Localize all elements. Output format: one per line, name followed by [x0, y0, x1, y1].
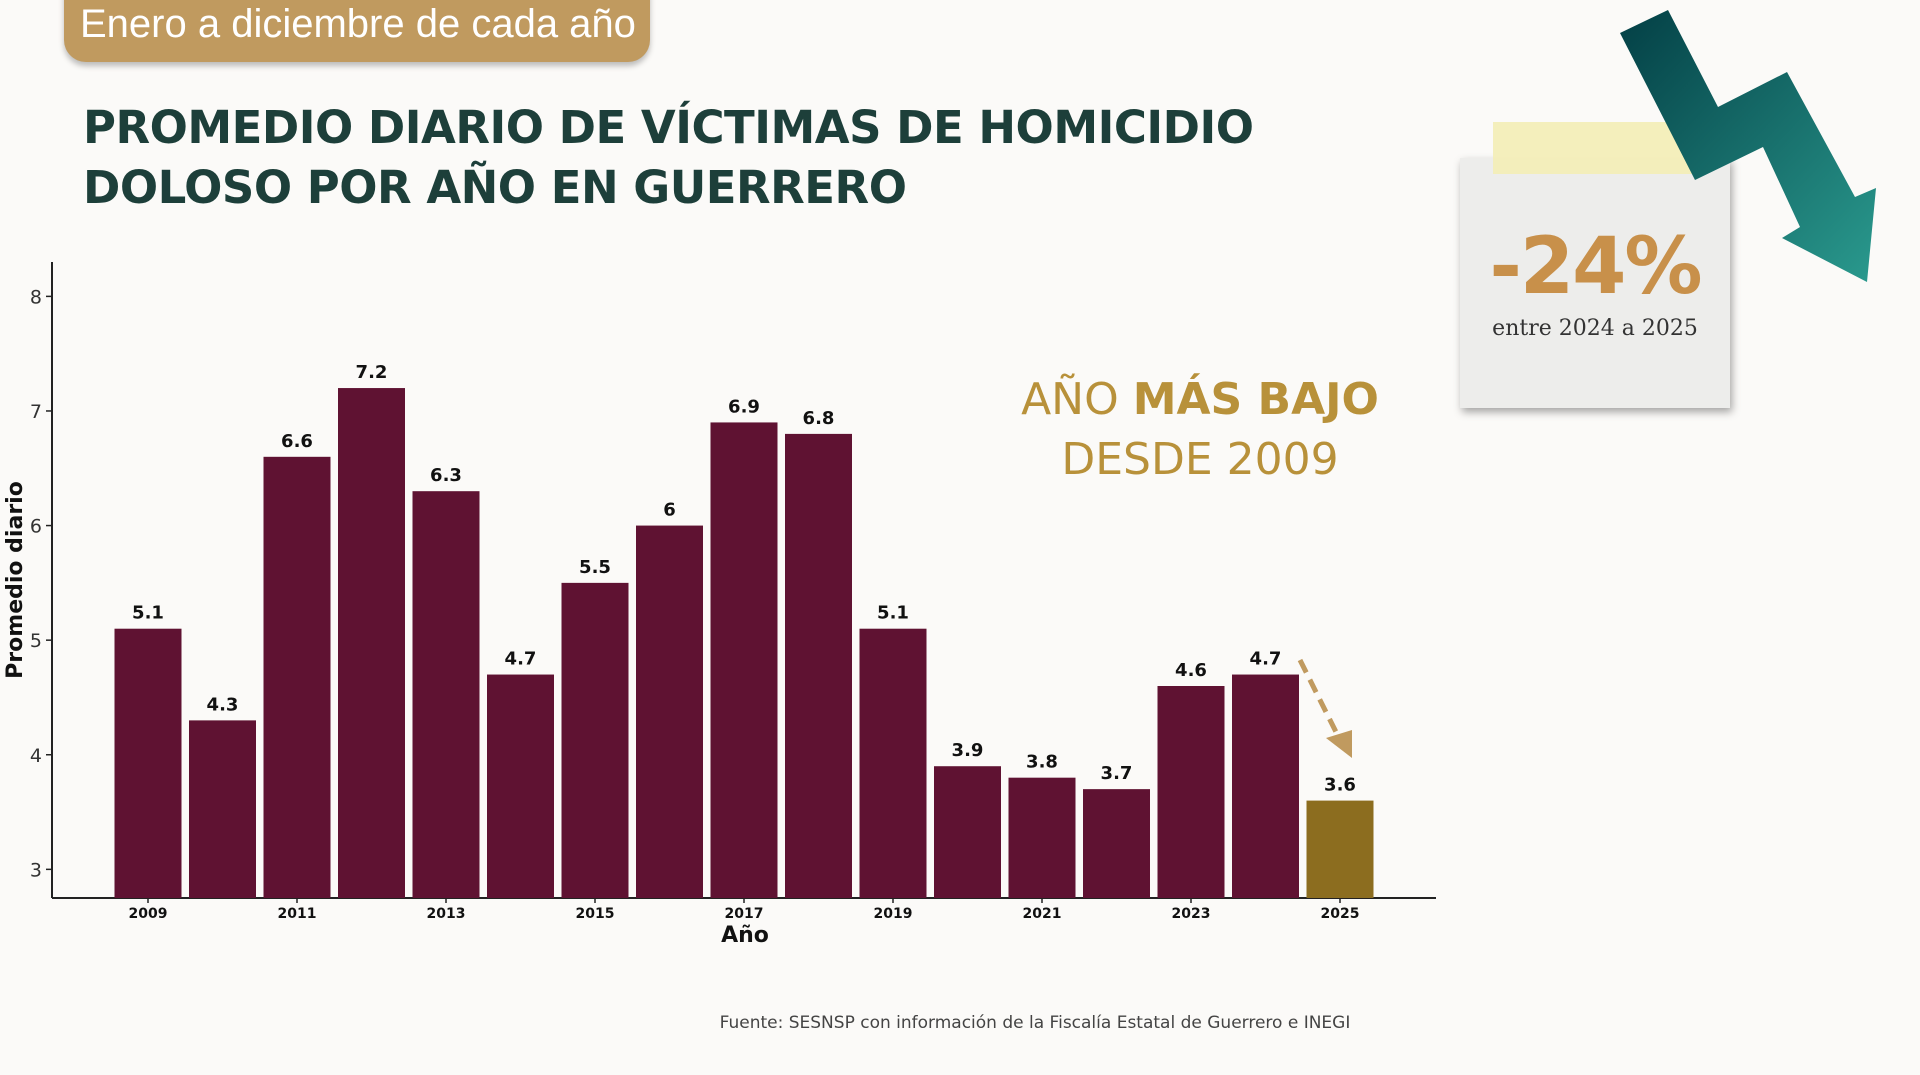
y-tick-label: 6: [30, 516, 42, 538]
bar-2021: [1008, 777, 1076, 898]
bar-2024: [1232, 674, 1299, 898]
page-title: PROMEDIO DIARIO DE VÍCTIMAS DE HOMICIDIO…: [83, 98, 1254, 218]
bar-2009: [114, 628, 182, 898]
callout-caption: entre 2024 a 2025: [1492, 316, 1698, 341]
x-tick-label: 2011: [278, 906, 317, 922]
y-tick-label: 3: [30, 859, 42, 881]
data-label-2009: 5.1: [132, 603, 164, 624]
x-tick-label: 2017: [725, 906, 764, 922]
x-tick-label: 2015: [576, 906, 615, 922]
period-tag: Enero a diciembre de cada año: [64, 0, 650, 62]
data-label-2023: 4.6: [1175, 660, 1207, 681]
y-tick-label: 7: [30, 401, 42, 423]
callout-card: [1460, 158, 1730, 408]
x-tick-label: 2023: [1172, 906, 1211, 922]
x-tick-label: 2021: [1023, 906, 1062, 922]
data-label-2021: 3.8: [1026, 752, 1058, 773]
data-label-2011: 6.6: [281, 431, 313, 452]
data-label-2025: 3.6: [1324, 775, 1356, 796]
x-tick-label: 2009: [129, 906, 168, 922]
tape-decoration: [1493, 122, 1698, 174]
y-tick-label: 4: [30, 745, 42, 767]
bar-2023: [1157, 686, 1225, 898]
bar-2011: [263, 456, 331, 898]
title-line-1: PROMEDIO DIARIO DE VÍCTIMAS DE HOMICIDIO: [83, 101, 1254, 154]
y-tick-label: 5: [30, 630, 42, 652]
bar-2016: [636, 525, 703, 898]
x-tick-label: 2025: [1321, 906, 1360, 922]
lowest-bold: MÁS BAJO: [1132, 374, 1379, 425]
bar-2020: [934, 766, 1001, 898]
data-label-2019: 5.1: [877, 603, 909, 624]
data-label-2014: 4.7: [505, 649, 537, 670]
decline-arrow-head-icon: [1326, 730, 1352, 758]
data-label-2010: 4.3: [207, 694, 239, 715]
data-label-2018: 6.8: [803, 408, 835, 429]
data-label-2012: 7.2: [356, 362, 388, 383]
bar-2025: [1306, 800, 1374, 898]
bar-2018: [785, 433, 852, 898]
data-label-2022: 3.7: [1101, 763, 1133, 784]
x-axis-title: Año: [721, 923, 769, 948]
y-axis-title: Promedio diario: [3, 481, 28, 679]
lowest-line-2: DESDE 2009: [1061, 434, 1339, 485]
period-tag-text: Enero a diciembre de cada año: [80, 2, 636, 46]
source-note: Fuente: SESNSP con información de la Fis…: [719, 1013, 1351, 1033]
y-tick-label: 8: [30, 286, 42, 308]
lowest-prefix: AÑO: [1021, 374, 1133, 425]
data-label-2024: 4.7: [1250, 649, 1282, 670]
data-label-2016: 6: [663, 500, 676, 521]
x-tick-label: 2019: [874, 906, 913, 922]
data-label-2015: 5.5: [579, 557, 611, 578]
bar-2015: [561, 582, 629, 898]
decline-dashed-arrow: [1297, 658, 1343, 742]
callout-value: -24%: [1489, 222, 1702, 312]
bar-2013: [412, 491, 480, 898]
bar-2012: [338, 388, 405, 898]
data-label-2013: 6.3: [430, 465, 462, 486]
title-line-2: DOLOSO POR AÑO EN GUERRERO: [83, 161, 907, 214]
bar-2022: [1083, 789, 1150, 898]
data-label-2020: 3.9: [952, 740, 984, 761]
lowest-year-note: AÑO MÁS BAJO DESDE 2009: [900, 370, 1500, 490]
x-tick-label: 2013: [427, 906, 466, 922]
bar-2014: [487, 674, 554, 898]
bar-2019: [859, 628, 927, 898]
data-label-2017: 6.9: [728, 396, 760, 417]
bar-2010: [189, 720, 256, 898]
bar-2017: [710, 422, 778, 898]
